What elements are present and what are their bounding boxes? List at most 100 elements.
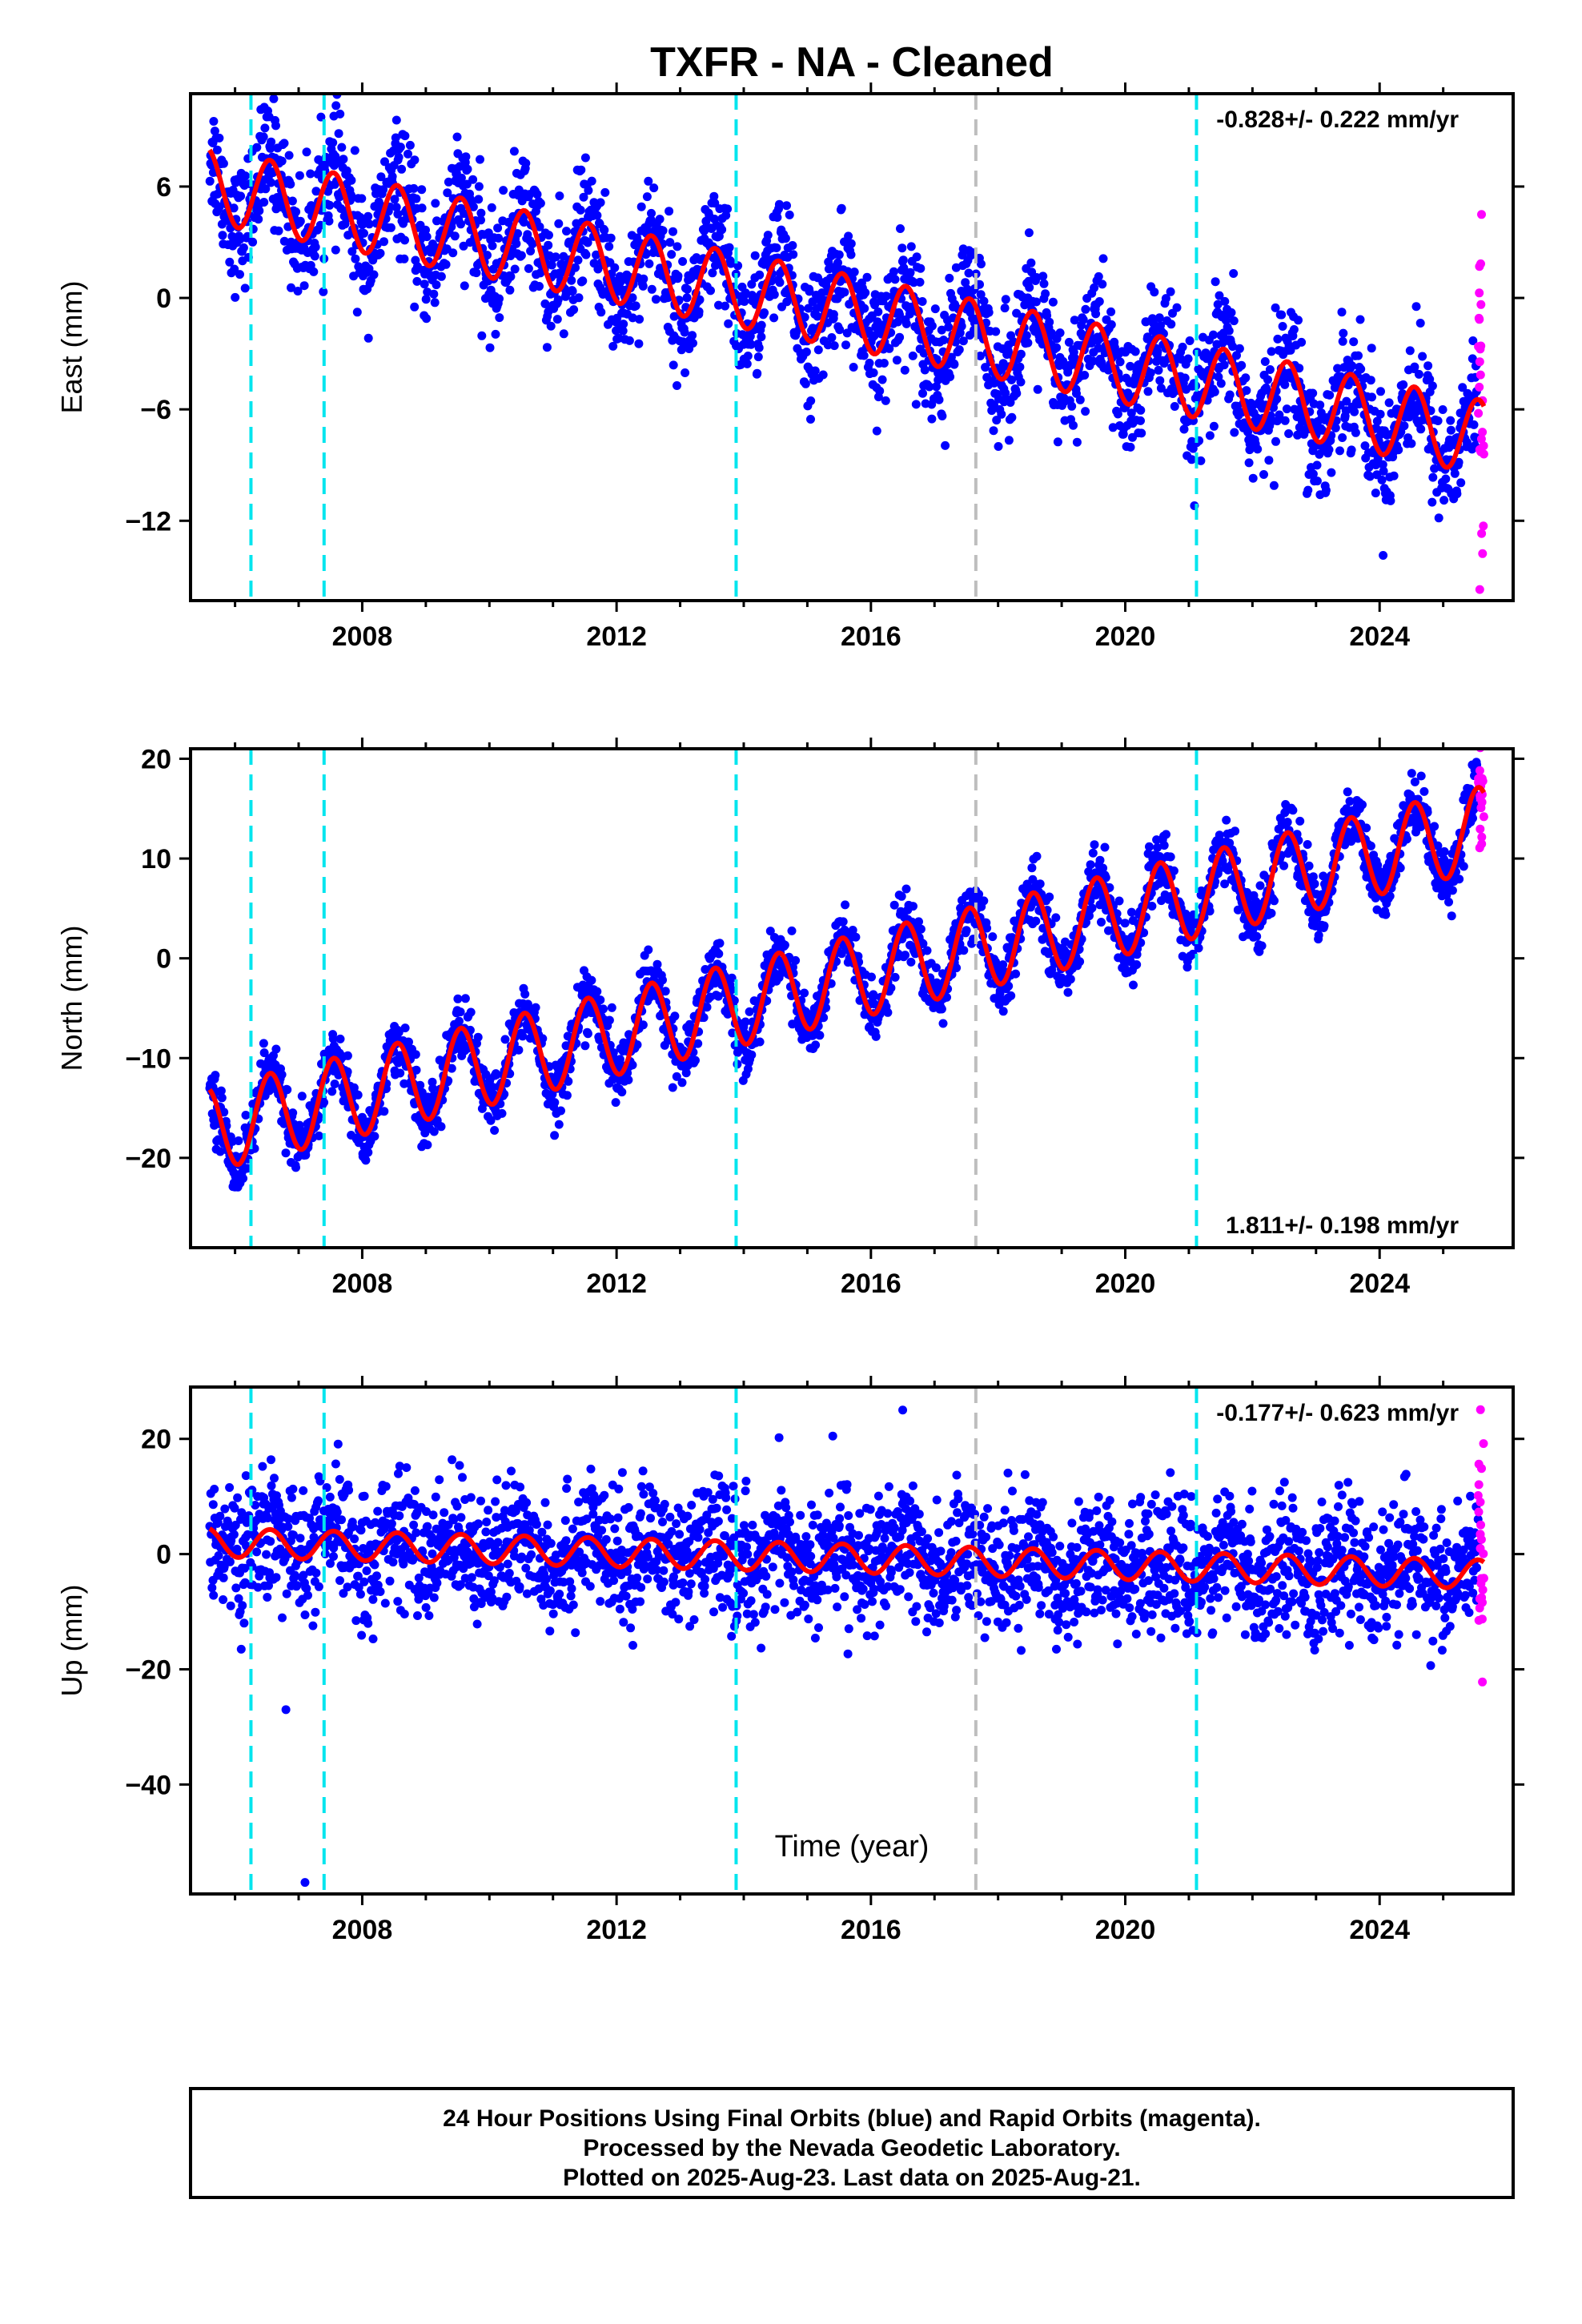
- final-orbit-point: [619, 320, 628, 329]
- final-orbit-point: [606, 233, 616, 243]
- final-orbit-point: [397, 164, 407, 174]
- final-orbit-point: [977, 259, 986, 269]
- final-orbit-point: [509, 147, 519, 156]
- final-orbit-point: [353, 1090, 363, 1100]
- final-orbit-point: [291, 1163, 300, 1172]
- final-orbit-point: [1108, 423, 1118, 432]
- final-orbit-point: [901, 884, 911, 894]
- final-orbit-point: [1295, 816, 1305, 826]
- final-orbit-point: [1267, 908, 1276, 918]
- final-orbit-point: [1430, 464, 1439, 473]
- final-orbit-point: [1271, 436, 1280, 446]
- final-orbit-point: [1407, 439, 1416, 448]
- final-orbit-point: [477, 331, 487, 340]
- final-orbit-point: [967, 247, 977, 257]
- final-orbit-point: [1252, 931, 1262, 941]
- final-orbit-point: [604, 242, 614, 251]
- final-orbit-point: [241, 1111, 251, 1120]
- final-orbit-point: [607, 1003, 616, 1012]
- final-orbit-point: [1114, 896, 1124, 906]
- final-orbit-point: [567, 275, 576, 285]
- final-orbit-point: [998, 1007, 1008, 1016]
- final-orbit-point: [1007, 375, 1016, 384]
- final-orbit-point: [1031, 916, 1041, 926]
- final-orbit-point: [1106, 307, 1116, 316]
- final-orbit-point: [259, 198, 269, 207]
- final-orbit-point: [596, 308, 606, 317]
- final-orbit-point: [1004, 981, 1014, 991]
- final-orbit-point: [592, 211, 602, 220]
- final-orbit-point: [421, 225, 430, 235]
- final-orbit-point: [624, 1076, 633, 1084]
- rapid-orbit-point: [1475, 288, 1484, 298]
- rapid-orbit-point: [1477, 210, 1486, 219]
- final-orbit-point: [474, 195, 484, 204]
- final-orbit-point: [1051, 913, 1061, 923]
- final-orbit-point: [254, 215, 263, 224]
- final-orbit-point: [840, 287, 849, 297]
- final-orbit-point: [396, 143, 405, 152]
- final-orbit-point: [328, 1034, 338, 1043]
- final-orbit-point: [702, 1003, 712, 1012]
- final-orbit-point: [239, 243, 248, 252]
- final-orbit-point: [510, 264, 520, 274]
- final-orbit-point: [694, 307, 704, 316]
- final-orbit-point: [227, 231, 237, 241]
- final-orbit-point: [1150, 287, 1159, 297]
- final-orbit-point: [1159, 841, 1169, 850]
- final-orbit-point: [1097, 918, 1106, 927]
- final-orbit-point: [448, 248, 458, 258]
- final-orbit-point: [920, 365, 930, 375]
- final-orbit-point: [295, 216, 305, 226]
- final-orbit-point: [215, 1147, 225, 1156]
- final-orbit-point: [386, 223, 396, 232]
- final-orbit-point: [1427, 497, 1437, 507]
- final-orbit-point: [412, 194, 421, 203]
- final-orbit-point: [726, 259, 736, 268]
- final-orbit-point: [775, 278, 785, 287]
- final-orbit-point: [319, 1098, 329, 1108]
- final-orbit-point: [865, 358, 874, 368]
- final-orbit-point: [1283, 818, 1292, 827]
- final-orbit-point: [871, 1031, 881, 1041]
- final-orbit-point: [706, 286, 715, 296]
- final-orbit-point: [918, 388, 927, 398]
- final-orbit-point: [1101, 873, 1110, 883]
- final-orbit-point: [1041, 289, 1050, 299]
- final-orbit-point: [950, 360, 959, 369]
- final-orbit-point: [600, 225, 609, 235]
- final-orbit-point: [266, 143, 275, 153]
- final-orbit-point: [456, 1007, 465, 1017]
- final-orbit-point: [753, 352, 763, 362]
- final-orbit-point: [500, 1035, 510, 1044]
- final-orbit-point: [547, 260, 556, 270]
- final-orbit-point: [259, 1039, 268, 1048]
- final-orbit-point: [505, 285, 515, 295]
- final-orbit-point: [306, 169, 315, 179]
- final-orbit-point: [682, 293, 692, 303]
- final-orbit-point: [476, 155, 484, 164]
- final-orbit-point: [616, 276, 626, 286]
- final-orbit-point: [405, 140, 415, 150]
- rapid-orbit-point: [1478, 428, 1488, 437]
- final-orbit-point: [1067, 401, 1077, 411]
- final-orbit-point: [992, 416, 1002, 425]
- final-orbit-point: [309, 267, 319, 276]
- final-orbit-point: [1227, 308, 1236, 317]
- final-orbit-point: [652, 959, 662, 969]
- final-orbit-point: [618, 326, 628, 336]
- final-orbit-point: [849, 363, 858, 372]
- final-orbit-point: [1213, 300, 1223, 309]
- final-orbit-point: [1262, 385, 1271, 395]
- final-orbit-point: [788, 1019, 797, 1029]
- final-orbit-point: [658, 975, 667, 985]
- final-orbit-point: [286, 179, 295, 189]
- final-orbit-point: [417, 185, 427, 195]
- plot-frame: [189, 92, 1515, 602]
- final-orbit-point: [979, 296, 989, 306]
- final-orbit-point: [691, 1055, 700, 1065]
- final-orbit-point: [311, 187, 321, 196]
- final-orbit-point: [787, 926, 797, 935]
- final-orbit-point: [800, 988, 809, 998]
- final-orbit-point: [535, 282, 544, 291]
